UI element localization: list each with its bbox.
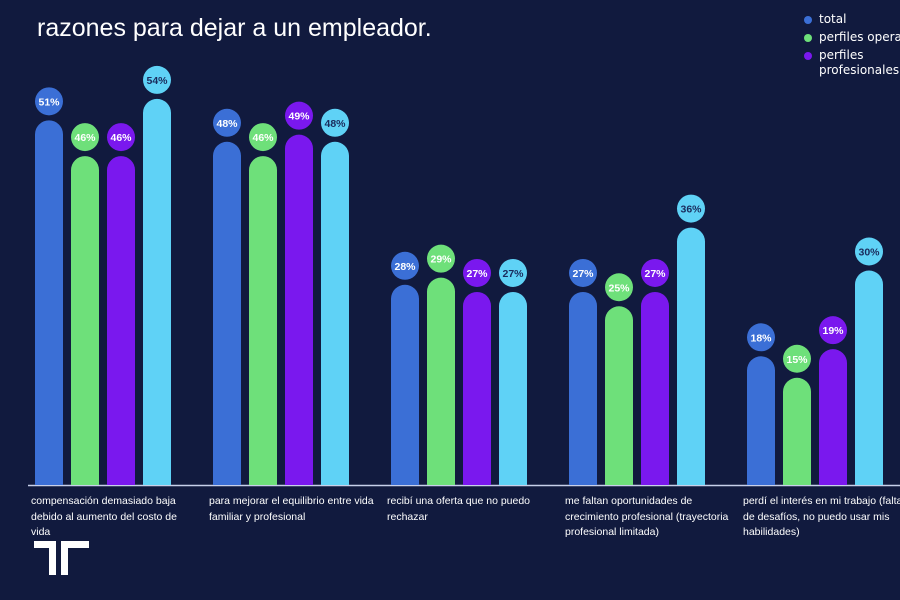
bar <box>783 377 811 485</box>
value-label-bubble <box>641 258 669 287</box>
value-label: 15% <box>786 354 808 366</box>
value-label: 30% <box>858 247 880 259</box>
chart-title: razones para dejar a un empleador. <box>37 14 432 42</box>
value-label-bubble <box>143 65 171 94</box>
value-label: 46% <box>110 132 132 144</box>
value-label: 51% <box>38 96 60 108</box>
value-label-bubble <box>819 316 847 345</box>
bar <box>143 98 171 485</box>
value-label: 46% <box>252 132 274 144</box>
bar <box>569 291 597 485</box>
category-label: recibí una oferta que no puedo rechazar <box>387 495 531 523</box>
value-label-bubble <box>499 258 527 287</box>
bar <box>427 277 455 485</box>
bar <box>819 349 847 485</box>
bar <box>747 356 775 485</box>
bar <box>463 291 491 485</box>
bar <box>677 227 705 485</box>
value-label: 29% <box>430 254 452 266</box>
value-label: 28% <box>394 261 416 273</box>
value-label-bubble <box>249 123 277 152</box>
value-label-bubble <box>213 108 241 137</box>
value-label-bubble <box>783 344 811 373</box>
value-label-bubble <box>463 258 491 287</box>
value-label: 54% <box>146 75 168 87</box>
value-label-bubble <box>855 237 883 266</box>
value-label: 46% <box>74 132 96 144</box>
randstad-logo-icon <box>34 541 89 575</box>
value-label-bubble <box>569 258 597 287</box>
value-label: 19% <box>822 325 844 337</box>
legend-item: total <box>804 12 900 27</box>
value-label-bubble <box>107 123 135 152</box>
bar <box>71 156 99 485</box>
bar <box>605 306 633 485</box>
legend-label: perfiles profesionales <box>819 48 900 77</box>
value-label-bubble <box>321 108 349 137</box>
category-label: me faltan oportunidades de crecimiento p… <box>565 495 729 538</box>
value-label: 27% <box>466 268 488 280</box>
value-label: 49% <box>288 111 310 123</box>
value-label-bubble <box>747 323 775 352</box>
bar <box>321 141 349 485</box>
bar <box>35 120 63 485</box>
legend-item: perfiles profesionales <box>804 48 900 78</box>
value-label-bubble <box>35 87 63 116</box>
value-label-bubble <box>391 251 419 280</box>
bar <box>391 284 419 485</box>
value-label-bubble <box>285 101 313 130</box>
bar <box>285 134 313 485</box>
value-label: 25% <box>608 282 630 294</box>
value-label: 48% <box>216 118 238 130</box>
value-label: 36% <box>680 204 702 216</box>
bar <box>249 156 277 485</box>
legend-label: perfiles operat <box>819 30 900 44</box>
legend-swatch <box>804 16 812 24</box>
value-label: 48% <box>324 118 346 130</box>
value-label: 18% <box>750 332 772 344</box>
value-label: 27% <box>502 268 524 280</box>
value-label-bubble <box>677 194 705 223</box>
category-label: perdí el interés en mi trabajo (falta de… <box>743 495 900 538</box>
bar <box>213 141 241 485</box>
bar <box>855 270 883 485</box>
bar <box>641 291 669 485</box>
value-label-bubble <box>427 244 455 273</box>
legend: total perfiles operat perfiles profesional… <box>804 12 900 81</box>
bar <box>107 156 135 485</box>
value-label: 27% <box>572 268 594 280</box>
value-label-bubble <box>605 273 633 302</box>
legend-swatch <box>804 52 812 60</box>
value-label: 27% <box>644 268 666 280</box>
bar <box>499 291 527 485</box>
legend-label: total <box>819 12 847 26</box>
value-label-bubble <box>71 123 99 152</box>
category-label: para mejorar el equilibrio entre vida fa… <box>209 495 374 523</box>
category-label: compensación demasiado baja debido al au… <box>31 495 177 538</box>
legend-item: perfiles operat <box>804 30 900 45</box>
legend-swatch <box>804 34 812 42</box>
